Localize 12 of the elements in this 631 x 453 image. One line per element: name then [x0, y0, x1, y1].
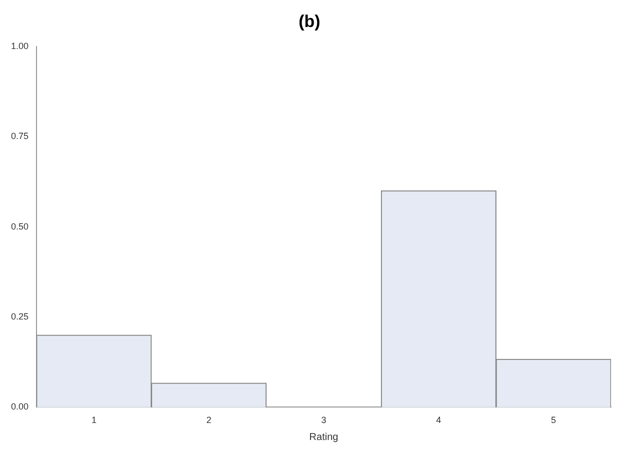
x-tick-label: 3	[321, 415, 326, 426]
x-tick-label: 2	[206, 415, 212, 426]
y-tick-label: 1.00	[10, 40, 29, 51]
y-tick-label: 0.75	[10, 131, 29, 142]
x-tick-label: 4	[436, 415, 442, 426]
x-axis-title: Rating	[309, 432, 338, 443]
x-tick-label: 1	[91, 415, 96, 426]
chart-title: (b)	[298, 12, 320, 31]
y-tick-label: 0.00	[10, 402, 29, 412]
x-tick-label: 5	[551, 415, 556, 426]
y-tick-label: 0.50	[10, 221, 29, 232]
y-tick-label: 0.25	[10, 311, 29, 322]
